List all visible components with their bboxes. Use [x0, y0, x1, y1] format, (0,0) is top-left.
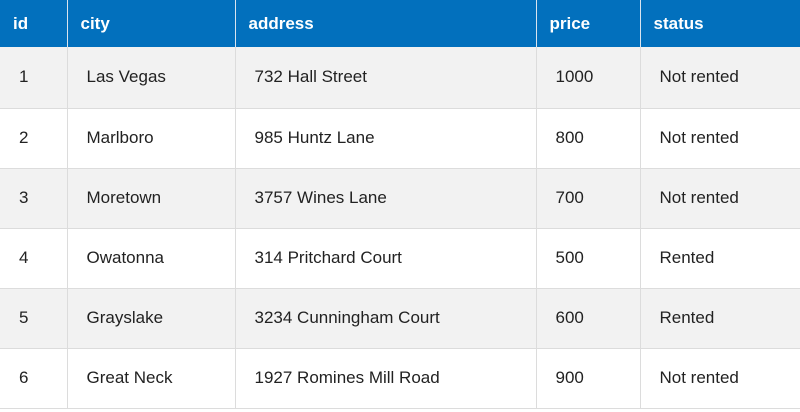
cell-status: Rented [640, 288, 800, 349]
column-header-address[interactable]: address [235, 0, 537, 47]
cell-address: 314 Pritchard Court [235, 228, 537, 289]
column-header-status[interactable]: status [640, 0, 800, 47]
cell-price: 800 [536, 108, 641, 169]
cell-id: 3 [0, 168, 68, 229]
cell-price: 600 [536, 288, 641, 349]
cell-city: Marlboro [67, 108, 236, 169]
cell-id: 1 [0, 47, 68, 109]
table-row: 5 Grayslake 3234 Cunningham Court 600 Re… [0, 288, 800, 349]
table-row: 4 Owatonna 314 Pritchard Court 500 Rente… [0, 228, 800, 289]
cell-city: Moretown [67, 168, 236, 229]
cell-price: 1000 [536, 47, 641, 109]
table-row: 2 Marlboro 985 Huntz Lane 800 Not rented [0, 108, 800, 169]
cell-address: 3234 Cunningham Court [235, 288, 537, 349]
cell-price: 900 [536, 348, 641, 409]
table-body: 1 Las Vegas 732 Hall Street 1000 Not ren… [0, 47, 800, 409]
cell-price: 700 [536, 168, 641, 229]
cell-id: 6 [0, 348, 68, 409]
cell-status: Not rented [640, 348, 800, 409]
cell-address: 985 Huntz Lane [235, 108, 537, 169]
cell-status: Not rented [640, 47, 800, 109]
cell-address: 3757 Wines Lane [235, 168, 537, 229]
cell-address: 732 Hall Street [235, 47, 537, 109]
cell-price: 500 [536, 228, 641, 289]
cell-address: 1927 Romines Mill Road [235, 348, 537, 409]
column-header-id[interactable]: id [0, 0, 68, 47]
cell-id: 4 [0, 228, 68, 289]
table-row: 1 Las Vegas 732 Hall Street 1000 Not ren… [0, 47, 800, 109]
column-header-city[interactable]: city [67, 0, 236, 47]
table-header: id city address price status [0, 0, 800, 47]
cell-city: Great Neck [67, 348, 236, 409]
cell-status: Rented [640, 228, 800, 289]
table-row: 6 Great Neck 1927 Romines Mill Road 900 … [0, 348, 800, 409]
cell-city: Owatonna [67, 228, 236, 289]
cell-city: Las Vegas [67, 47, 236, 109]
cell-id: 2 [0, 108, 68, 169]
cell-city: Grayslake [67, 288, 236, 349]
cell-status: Not rented [640, 108, 800, 169]
cell-status: Not rented [640, 168, 800, 229]
header-row: id city address price status [0, 0, 800, 47]
column-header-price[interactable]: price [536, 0, 641, 47]
cell-id: 5 [0, 288, 68, 349]
table-row: 3 Moretown 3757 Wines Lane 700 Not rente… [0, 168, 800, 229]
